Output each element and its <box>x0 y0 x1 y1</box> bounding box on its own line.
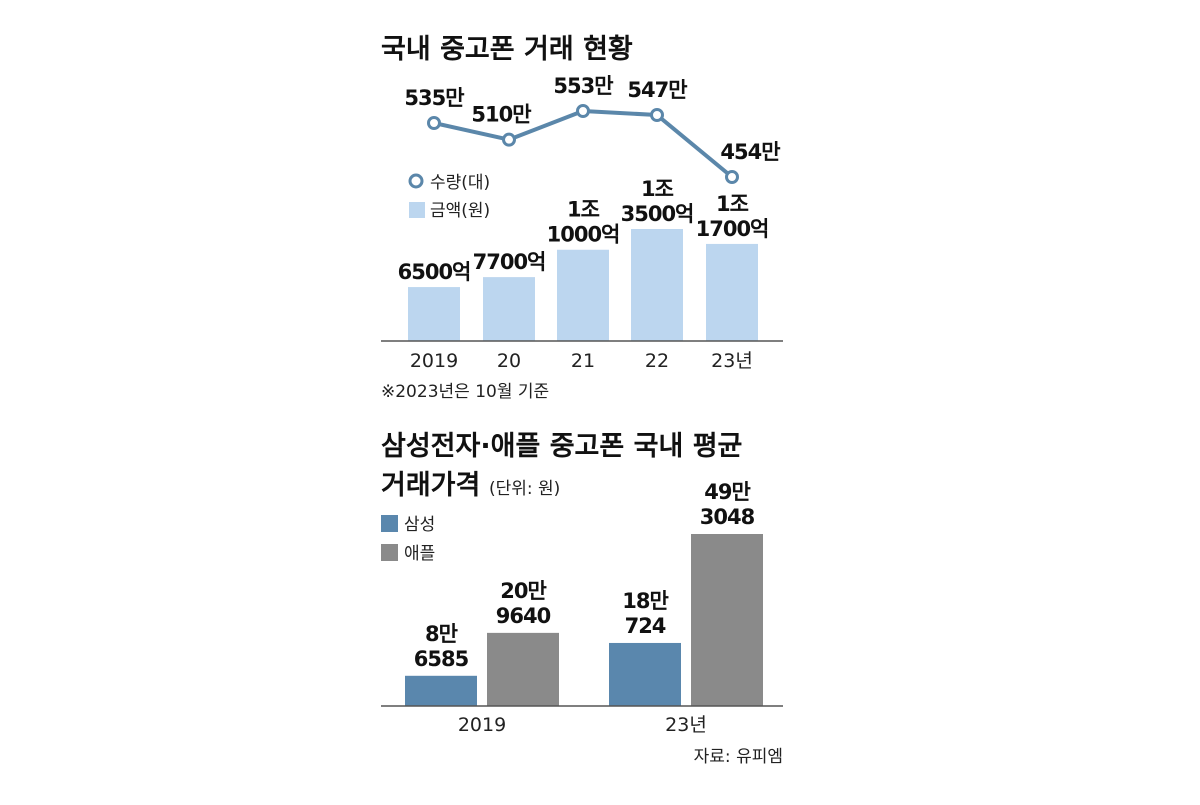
삼성-label-23년: 18만 <box>622 589 668 613</box>
chart1-tick-label: 2019 <box>410 350 458 372</box>
삼성-bar-2019 <box>405 675 477 706</box>
chart1-tick-label: 21 <box>571 350 595 372</box>
quantity-point-23년 <box>725 170 739 184</box>
amount-label-22: 3500억 <box>621 202 694 226</box>
amount-bar-22 <box>631 229 683 341</box>
quantity-label-2019: 535만 <box>404 86 464 110</box>
애플-label-23년: 49만 <box>704 480 750 504</box>
chart1-tick-label: 22 <box>645 350 669 372</box>
amount-label-23년: 1700억 <box>696 217 769 241</box>
amount-label-20: 7700억 <box>473 250 546 274</box>
legend-quantity: 수량(대) <box>430 173 490 193</box>
amount-label-23년: 1조 <box>716 192 749 216</box>
legend-samsung-swatch <box>381 515 398 532</box>
애플-label-2019: 9640 <box>496 604 551 628</box>
chart1-note: ※2023년은 10월 기준 <box>381 382 549 402</box>
amount-label-21: 1000억 <box>547 223 620 247</box>
chart1-tick-label: 20 <box>497 350 521 372</box>
chart1-tick-label: 23년 <box>711 350 753 372</box>
legend-line-marker <box>408 173 424 189</box>
삼성-label-2019: 6585 <box>414 647 469 671</box>
애플-label-2019: 20만 <box>500 579 546 603</box>
legend-amount: 금액(원) <box>430 201 490 221</box>
애플-label-23년: 3048 <box>700 505 755 529</box>
amount-label-22: 1조 <box>641 177 674 201</box>
삼성-bar-23년 <box>609 642 681 706</box>
amount-bar-20 <box>483 277 535 341</box>
amount-label-21: 1조 <box>567 198 600 222</box>
chart2-tick-label: 23년 <box>665 714 707 736</box>
quantity-point-20 <box>502 132 516 147</box>
quantity-label-21: 553만 <box>553 74 613 98</box>
삼성-label-2019: 8만 <box>425 622 458 646</box>
chart2-tick-label: 2019 <box>458 714 506 736</box>
quantity-label-22: 547만 <box>627 78 687 102</box>
quantity-label-23년: 454만 <box>720 140 780 164</box>
quantity-point-22 <box>650 108 664 122</box>
애플-bar-23년 <box>691 534 763 706</box>
amount-label-2019: 6500억 <box>398 260 471 284</box>
quantity-point-21 <box>576 104 590 118</box>
quantity-point-2019 <box>427 116 441 130</box>
애플-bar-2019 <box>487 632 559 706</box>
legend-samsung: 삼성 <box>404 515 435 535</box>
삼성-label-23년: 724 <box>625 614 666 638</box>
amount-bar-2019 <box>408 287 460 341</box>
amount-bar-21 <box>557 249 609 341</box>
chart2-title-line1: 삼성전자·애플 중고폰 국내 평균 <box>381 431 742 462</box>
quantity-label-20: 510만 <box>471 103 531 127</box>
chart1-title: 국내 중고폰 거래 현황 <box>381 34 633 65</box>
chart2-title-line2: 거래가격 <box>381 470 480 501</box>
legend-apple-swatch <box>381 544 398 561</box>
amount-bar-23년 <box>706 243 758 341</box>
source-note: 자료: 유피엠 <box>694 747 783 767</box>
chart2-unit-note: (단위: 원) <box>489 479 560 499</box>
legend-bar-swatch <box>409 202 425 218</box>
legend-apple: 애플 <box>404 544 435 564</box>
